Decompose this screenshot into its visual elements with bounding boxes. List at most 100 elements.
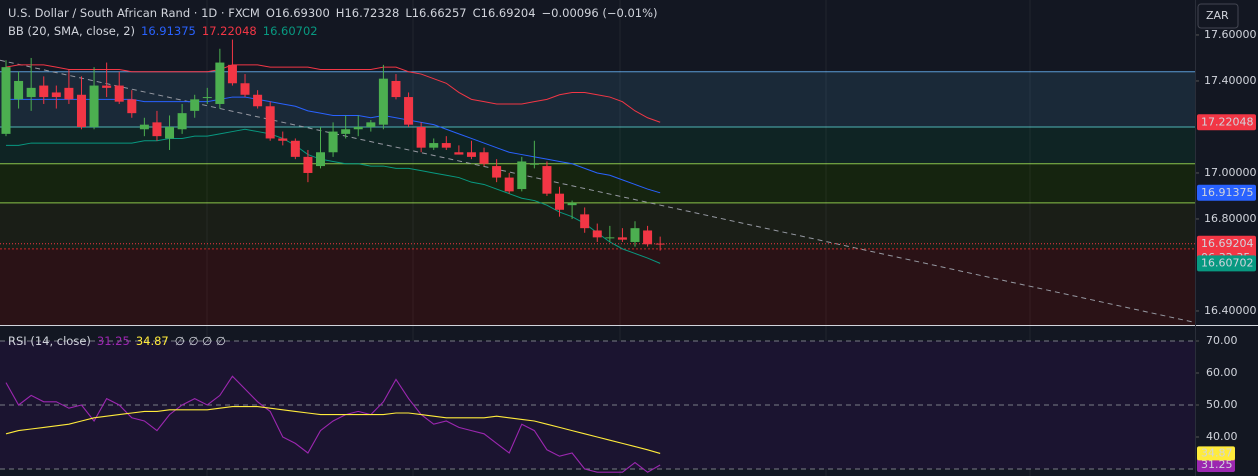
candle-body — [617, 237, 627, 240]
y-tick-label: 17.40000 — [1204, 74, 1257, 87]
candle-body — [278, 138, 288, 141]
zone — [0, 71, 1195, 127]
candle-body — [127, 99, 137, 114]
candle-body — [391, 80, 401, 98]
symbol: U.S. Dollar / South African Rand · 1D · … — [8, 6, 260, 20]
rsi-extra: ∅ ∅ ∅ ∅ — [175, 334, 226, 348]
band-line — [6, 128, 661, 264]
candle-body — [378, 78, 388, 125]
rsi-line — [5, 406, 661, 454]
band-value-box — [1197, 114, 1256, 131]
candle-body — [316, 152, 325, 167]
ohlc-prefix: C — [473, 6, 481, 20]
band-value-box — [1197, 184, 1256, 201]
candle-body — [441, 143, 451, 148]
y-tick-label: 16.80000 — [1204, 212, 1257, 225]
zone — [0, 248, 1195, 325]
band-legend-value: 17.22048 — [202, 24, 257, 38]
rsi-legend-value: 34.87 — [136, 334, 169, 348]
indicator-legend: BB (20, SMA, close, 2) 16.91375 17.22048 16… — [8, 24, 318, 38]
candle-body — [290, 140, 300, 157]
candle-body — [165, 126, 175, 139]
candle-body — [114, 85, 124, 102]
ohlc-value: 16.72328 — [344, 6, 399, 20]
candle-body — [567, 202, 577, 206]
candle-body — [39, 85, 49, 98]
rsi-legend-value: 31.25 — [97, 334, 130, 348]
candle-body — [76, 94, 86, 127]
rsi-value-box — [1197, 457, 1235, 472]
band-legend-value: 16.60702 — [263, 24, 318, 38]
band-line — [5, 64, 661, 123]
candle-body — [454, 152, 464, 155]
candle-body — [303, 156, 313, 173]
candle-body — [265, 106, 275, 139]
y-tick-label: 40.00 — [1206, 430, 1238, 443]
candle-body — [592, 230, 602, 238]
candle-body — [190, 99, 200, 111]
candle-body — [177, 113, 187, 130]
band-value-box — [1197, 255, 1256, 272]
ohlc-prefix: H — [336, 6, 345, 20]
candle-body — [429, 143, 439, 148]
candle-body — [542, 166, 552, 194]
candle-body — [643, 230, 653, 245]
ohlc-value: 16.69204 — [481, 6, 536, 20]
candle-body — [215, 62, 225, 104]
band-legend-value: 16.91375 — [141, 24, 196, 38]
indicator-name: BB (20, SMA, close, 2) — [8, 24, 135, 38]
ohlc-prefix: L — [405, 6, 412, 20]
rsi-line — [5, 375, 661, 473]
band-value: 16.91375 — [1201, 186, 1254, 199]
last-price: 16.69204 — [1201, 237, 1254, 250]
candle-body — [240, 83, 250, 95]
candle-body — [64, 87, 74, 100]
y-tick-label: 17.00000 — [1204, 166, 1257, 179]
rsi-value: 34.87 — [1201, 446, 1233, 459]
candle-body — [404, 97, 414, 125]
rsi-value-box — [1197, 446, 1235, 461]
candle-body — [529, 163, 539, 165]
band-value: 16.60702 — [1201, 256, 1254, 269]
candle-body — [416, 126, 426, 148]
y-tick-label: 16.40000 — [1204, 304, 1257, 317]
candle-body — [504, 177, 514, 192]
ohlc-value: 16.66257 — [412, 6, 467, 20]
ohlc-prefix: O — [266, 6, 275, 20]
zone — [0, 163, 1195, 203]
candle-body — [202, 97, 212, 99]
candle-body — [102, 85, 112, 88]
candle-body — [51, 92, 61, 98]
header: U.S. Dollar / South African Rand · 1D · … — [8, 6, 658, 20]
candle-body — [366, 122, 376, 127]
candle-body — [580, 214, 590, 229]
candle-body — [479, 152, 489, 164]
y-tick-label: 17.60000 — [1204, 28, 1257, 41]
candle-body — [1, 67, 11, 134]
candle-body — [353, 126, 363, 130]
candle-body — [341, 129, 351, 134]
indicator-name: RSI (14, close) — [8, 334, 91, 348]
candle-body — [253, 94, 263, 107]
y-tick-label: 70.00 — [1206, 334, 1238, 347]
y-tick-label: 60.00 — [1206, 366, 1238, 379]
zone — [0, 126, 1195, 164]
candle-body — [630, 228, 640, 242]
candle-body — [605, 237, 615, 239]
y-tick-label: 50.00 — [1206, 398, 1238, 411]
candle-body — [466, 152, 476, 157]
candle-body — [328, 131, 338, 153]
band-value: 17.22048 — [1201, 115, 1254, 128]
trendline — [0, 59, 1196, 323]
currency: ZAR — [1206, 9, 1229, 22]
rsi-value: 31.25 — [1201, 458, 1233, 471]
candle-body — [139, 124, 149, 130]
candle-body — [227, 64, 237, 84]
candle-body — [517, 161, 527, 190]
candle-body — [555, 193, 565, 210]
price-scale — [1195, 0, 1258, 325]
candle-body — [492, 166, 502, 178]
candle-body — [14, 80, 24, 100]
rsi-legend: RSI (14, close) 31.25 34.87 ∅ ∅ ∅ ∅ — [8, 334, 226, 348]
